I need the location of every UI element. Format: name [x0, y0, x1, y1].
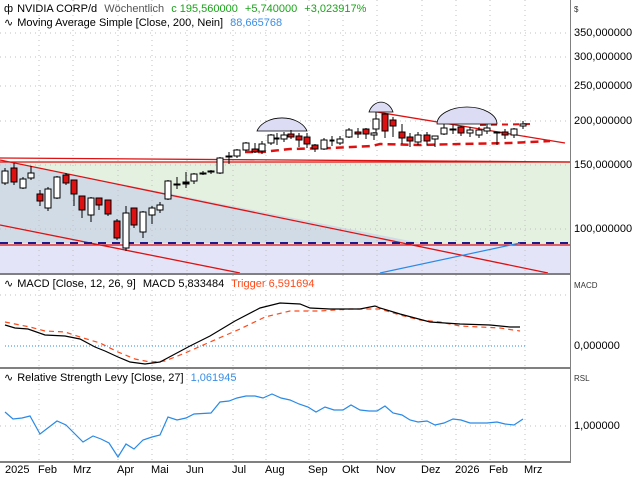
price-tick: 100,000000	[574, 223, 633, 235]
x-tick: Dez	[421, 464, 441, 476]
macd-pane[interactable]: ∿ MACD [Close, 12, 26, 9] MACD 5,833484 T…	[0, 275, 571, 369]
x-tick: Feb	[489, 464, 508, 476]
trigger-value: Trigger 6,591694	[231, 278, 315, 290]
macd-axis-unit: MACD	[574, 281, 598, 290]
symbol-label: NVIDIA CORP/d	[17, 3, 98, 15]
macd-legend: ∿ MACD [Close, 12, 26, 9] MACD 5,833484 T…	[4, 278, 318, 291]
rsl-axis-unit: RSL	[574, 374, 590, 383]
ma-label: Moving Average Simple [Close, 200, Nein]	[17, 17, 224, 29]
interval-label: Wöchentlich	[104, 3, 165, 15]
rsl-one-tick: 1,000000	[574, 420, 620, 432]
price-axis-unit: $	[574, 5, 579, 14]
x-tick: 2025	[5, 464, 30, 476]
rsl-legend: ∿ Relative Strength Levy [Close, 27] 1,06…	[4, 372, 240, 385]
wave-icon: ∿	[4, 278, 14, 290]
ma-value: 88,665768	[230, 17, 283, 29]
x-tick: 2026	[455, 464, 480, 476]
macd-label: MACD [Close, 12, 26, 9]	[17, 278, 136, 290]
close-value: c 195,560000	[171, 3, 238, 15]
x-tick: Feb	[38, 464, 57, 476]
wave-icon: ∿	[4, 372, 14, 384]
price-tick: 250,000000	[574, 80, 633, 92]
wave-icon: ∿	[4, 17, 14, 29]
rsl-pane[interactable]: ∿ Relative Strength Levy [Close, 27] 1,06…	[0, 369, 571, 463]
x-tick: Mrz	[524, 464, 543, 476]
rsl-value: 1,061945	[190, 372, 237, 384]
x-tick: Okt	[342, 464, 360, 476]
change-pct-value: +3,023917%	[304, 3, 367, 15]
price-legend: ф NVIDIA CORP/d Wöchentlich c 195,560000 …	[4, 3, 370, 16]
price-tick: 350,000000	[574, 27, 633, 39]
price-tick: 300,000000	[574, 51, 633, 63]
price-chart[interactable]	[0, 0, 570, 273]
symbol-icon: ф	[4, 3, 14, 15]
change-value: +5,740000	[244, 3, 298, 15]
x-tick: Apr	[117, 464, 135, 476]
price-tick: 200,000000	[574, 115, 633, 127]
macd-zero-tick: 0,000000	[574, 340, 620, 352]
x-tick: Mai	[151, 464, 169, 476]
macd-value: MACD 5,833484	[142, 278, 225, 290]
price-pane[interactable]: ф NVIDIA CORP/d Wöchentlich c 195,560000 …	[0, 0, 571, 275]
ma-legend: ∿ Moving Average Simple [Close, 200, Nein…	[4, 17, 286, 30]
macd-chart[interactable]	[0, 275, 570, 367]
x-tick: Sep	[308, 464, 328, 476]
x-tick: Aug	[265, 464, 285, 476]
x-tick: Jun	[186, 464, 204, 476]
x-tick: Jul	[232, 464, 247, 476]
rsl-label: Relative Strength Levy [Close, 27]	[17, 372, 184, 384]
price-tick: 150,000000	[574, 159, 633, 171]
rsl-chart[interactable]	[0, 369, 570, 461]
x-tick: Mrz	[73, 464, 92, 476]
x-tick: Nov	[376, 464, 396, 476]
